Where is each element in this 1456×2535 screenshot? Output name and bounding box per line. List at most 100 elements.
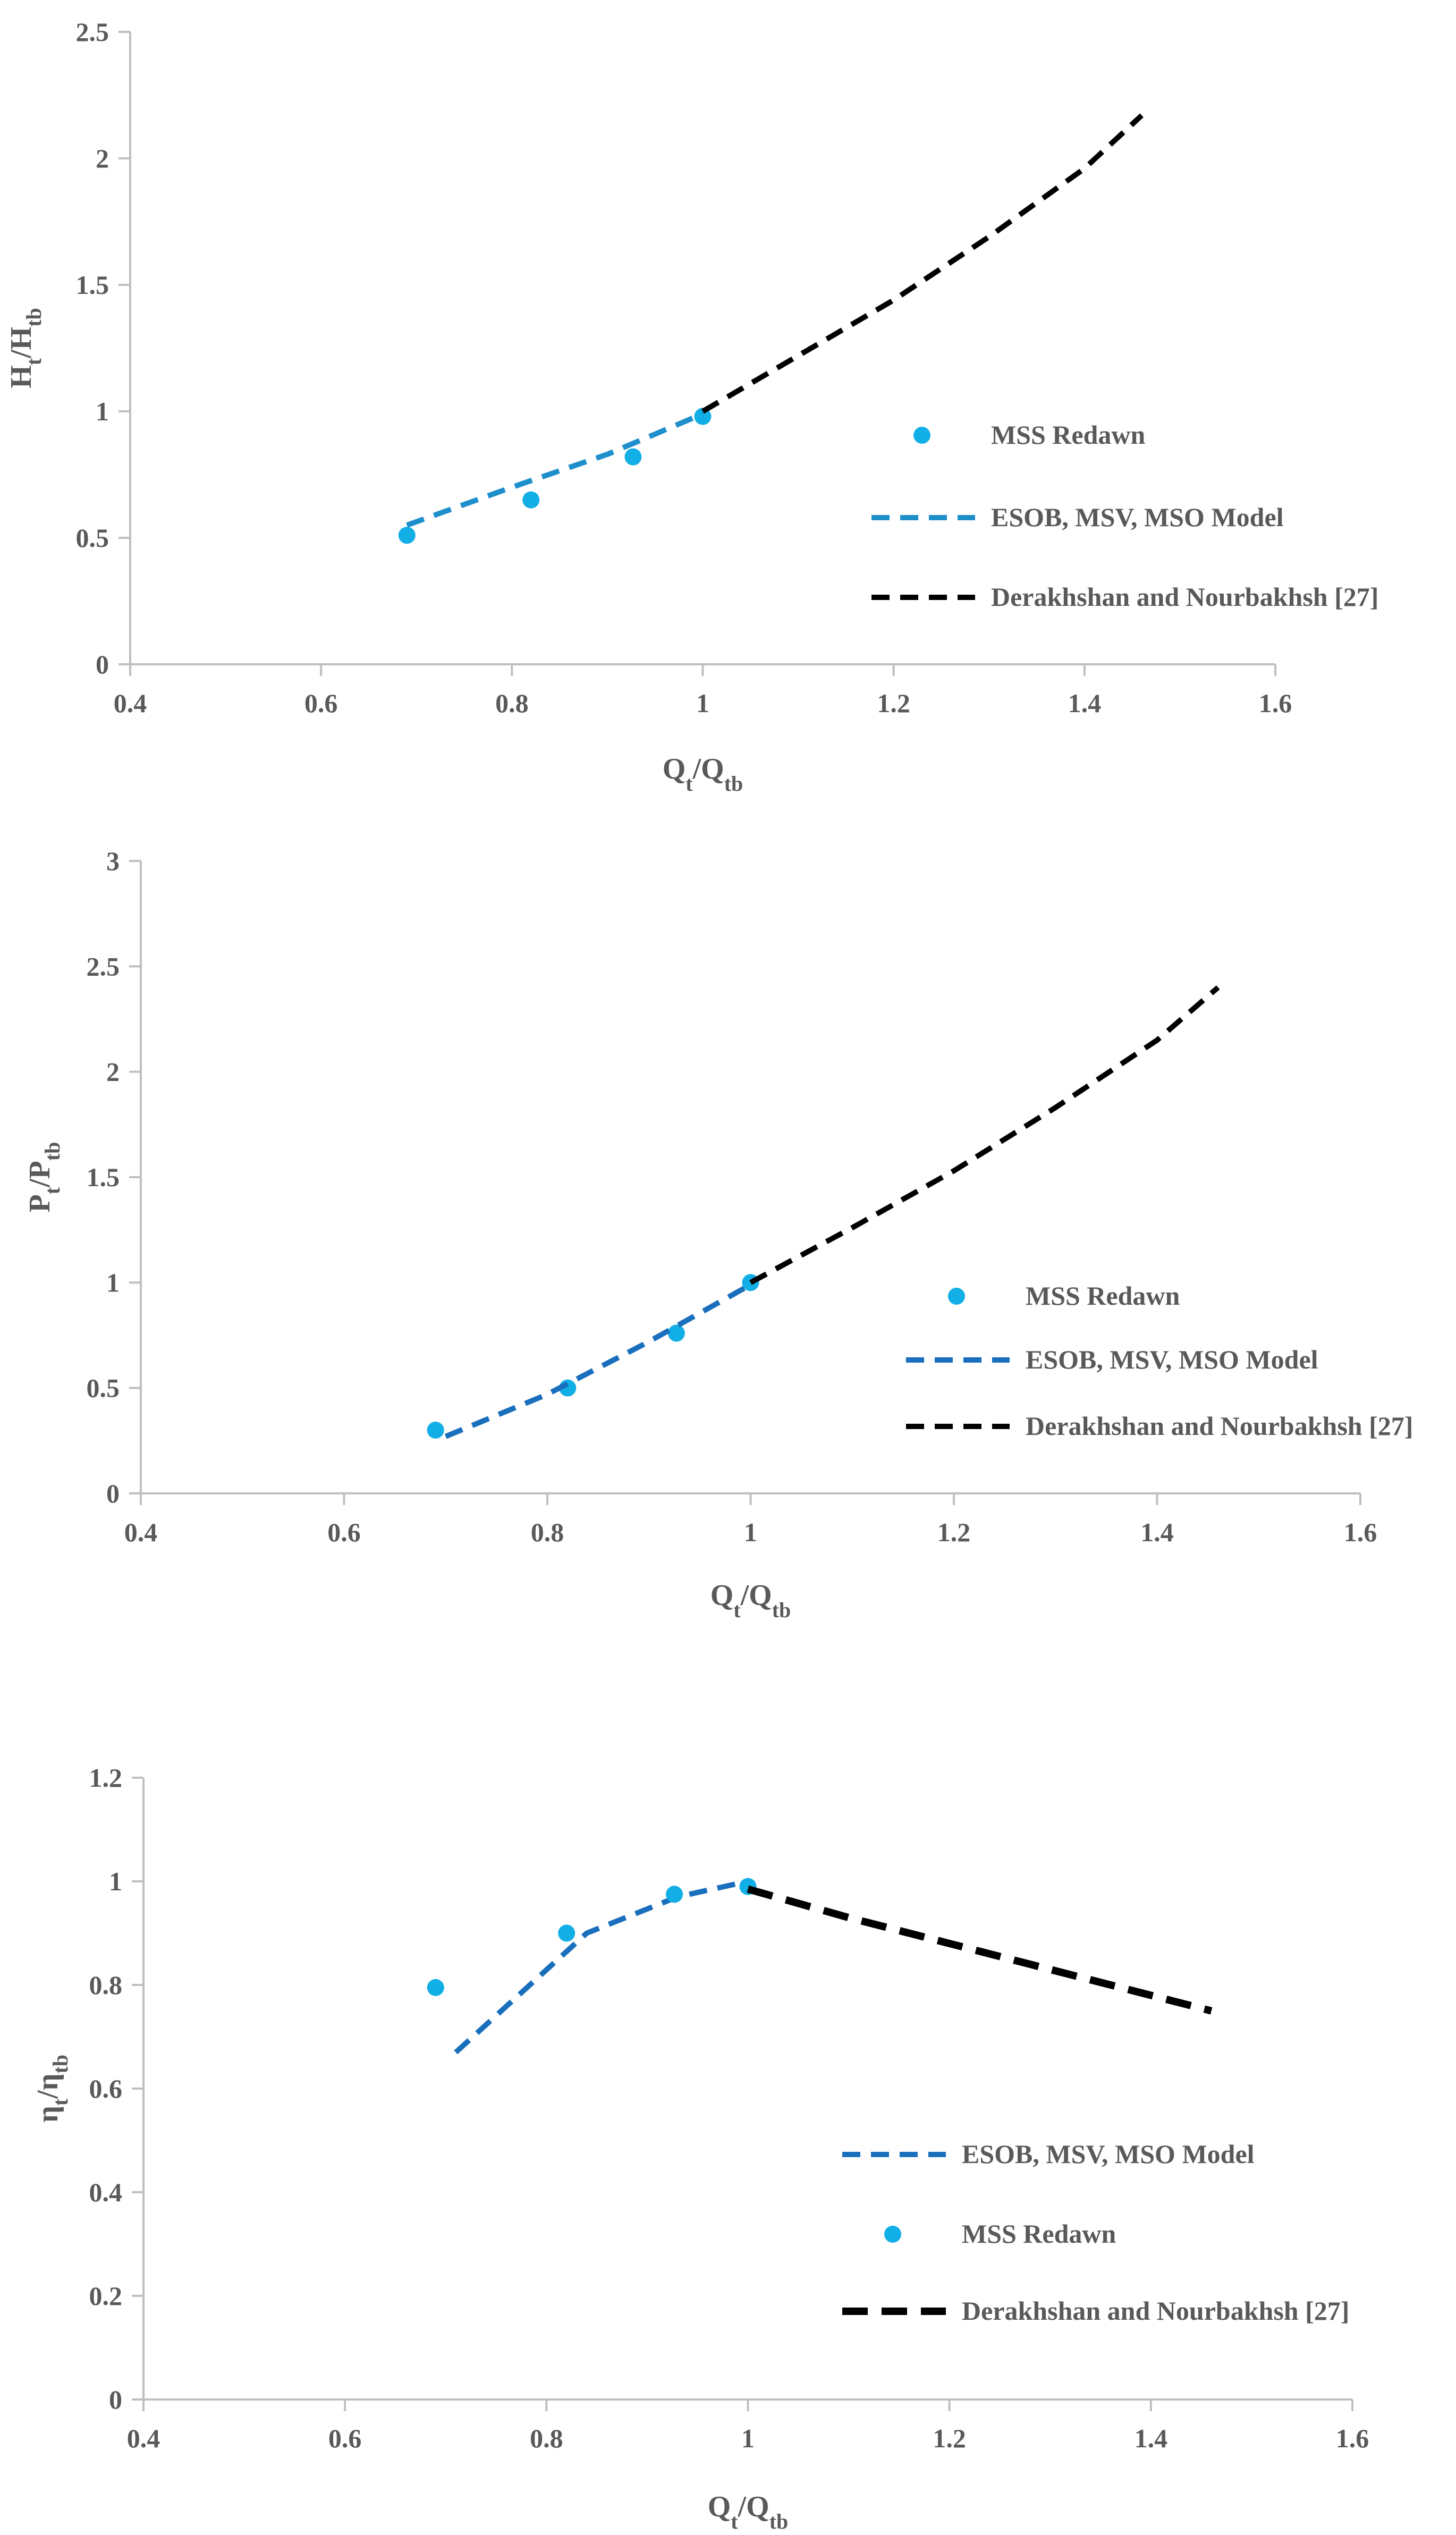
series-derakhshan-and-nourbakhsh-27 [701,113,1144,414]
y-tick-label: 0 [106,1478,120,1508]
series-esob-msv-mso-model [444,1282,752,1439]
x-tick-label: 0.4 [124,1517,158,1547]
series-line [749,985,1220,1285]
legend-marker [913,427,930,444]
legend-item: ESOB, MSV, MSO Model [906,1345,1318,1374]
legend-item: ESOB, MSV, MSO Model [842,2139,1255,2169]
data-point [624,448,642,466]
data-point [558,1924,575,1942]
y-tick-label: 0.8 [89,1970,123,2000]
x-tick-label: 0.8 [495,688,529,718]
x-tick-label: 1.4 [1135,2423,1168,2453]
x-tick-label: 1.6 [1336,2423,1369,2453]
legend-label: ESOB, MSV, MSO Model [991,502,1284,532]
y-tick-label: 1.2 [89,1763,123,1793]
x-tick-label: 0.4 [114,688,147,718]
series-mss-redawn [427,1274,759,1439]
y-tick-label: 1.5 [87,1162,120,1192]
chart-panel-efficiency: 0 0.2 0.4 0.6 0.8 1 1.2 0.4 0.6 0.8 1 1.2 1.4 1.6 Qt/Q… [0,1701,1456,2535]
x-tick-label: 1.6 [1344,1517,1377,1547]
legend-item: MSS Redawn [884,2219,1116,2249]
x-tick-label: 0.8 [531,1517,564,1547]
chart-panel-power: 0 0.5 1 1.5 2 2.5 3 0.4 0.6 0.8 1 1.2 1.4 1.6 Qt/Qtb Pt… [0,829,1456,1658]
head-ratio-chart: 0 0.5 1 1.5 2 2.5 0.4 0.6 0.8 1 1.2 1.4 1.6 Qt/Qtb Ht/… [5,17,1379,796]
legend-item: Derakhshan and Nourbakhsh [27] [871,582,1378,612]
y-tick-label: 1.5 [76,270,109,300]
x-tick-label: 0.8 [530,2423,563,2453]
legend-item: MSS Redawn [913,420,1146,450]
y-tick-label: 2.5 [87,951,120,981]
x-tick-label: 1.2 [933,2423,966,2453]
x-axis-title: Qt/Qtb [663,753,743,796]
legend-label: MSS Redawn [962,2219,1116,2249]
x-tick-label: 0.6 [304,688,338,718]
x-axis-title: Qt/Qtb [710,1579,791,1622]
data-point [694,408,712,425]
data-point [667,1324,685,1342]
y-tick-label: 0.5 [76,523,109,553]
y-tick-label: 0.4 [89,2177,123,2207]
y-tick-label: 0.5 [87,1373,120,1403]
series-line [454,1879,749,2055]
legend: MSS Redawn ESOB, MSV, MSO Model Derakhshan… [906,1281,1413,1441]
legend-marker [948,1288,965,1305]
legend-item: Derakhshan and Nourbakhsh [27] [906,1411,1413,1441]
x-tick-label: 1.6 [1259,688,1292,718]
series-line [406,411,704,528]
y-tick-label: 0 [96,649,109,679]
efficiency-ratio-chart: 0 0.2 0.4 0.6 0.8 1 1.2 0.4 0.6 0.8 1 1.2 1.4 1.6 Qt/Q… [31,1763,1369,2533]
y-axis-title: Pt/Ptb [23,1142,64,1213]
series-line [701,113,1144,414]
legend-label: Derakhshan and Nourbakhsh [27] [1026,1411,1413,1441]
y-tick-label: 0.6 [89,2074,123,2103]
y-tick-label: 0.2 [89,2281,123,2311]
legend-label: Derakhshan and Nourbakhsh [27] [991,582,1378,612]
y-tick-label: 1 [96,396,109,426]
x-tick-label: 0.6 [327,1517,361,1547]
series-line [747,1885,1213,2015]
legend-label: ESOB, MSV, MSO Model [1026,1345,1318,1374]
y-axis-title: Ht/Htb [5,308,46,388]
x-axis-title: Qt/Qtb [708,2490,789,2533]
y-axis-title: ηt/ηtb [31,2055,72,2123]
y-tick-label: 0 [109,2385,122,2414]
power-ratio-chart: 0 0.5 1 1.5 2 2.5 3 0.4 0.6 0.8 1 1.2 1.4 1.6 Qt/Qtb Pt… [23,846,1413,1622]
data-point [666,1886,683,1903]
x-tick-label: 1.2 [937,1517,971,1547]
series-derakhshan-and-nourbakhsh-27 [749,985,1220,1285]
data-point [398,527,416,544]
y-tick-label: 2.5 [76,17,109,47]
y-tick-label: 2 [106,1057,120,1087]
y-tick-label: 1 [109,1866,122,1896]
series-derakhshan-and-nourbakhsh-27 [747,1885,1213,2015]
legend-label: ESOB, MSV, MSO Model [962,2139,1255,2169]
series-mss-redawn [398,408,712,544]
legend-label: MSS Redawn [991,420,1146,450]
series-esob-msv-mso-model [454,1879,749,2055]
x-tick-label: 1.2 [877,688,910,718]
legend: ESOB, MSV, MSO Model MSS Redawn Derakhshan… [842,2139,1349,2326]
legend-marker [884,2226,901,2243]
x-tick-label: 1 [696,688,709,718]
series-mss-redawn [427,1878,757,1996]
data-point [427,1422,444,1439]
data-point [427,1979,444,1996]
series-esob-msv-mso-model [406,411,704,528]
x-tick-label: 0.4 [127,2423,160,2453]
x-tick-label: 1.4 [1068,688,1102,718]
legend: MSS Redawn ESOB, MSV, MSO Model Derakhshan… [871,420,1378,612]
legend-label: MSS Redawn [1026,1281,1180,1311]
y-tick-label: 1 [106,1268,120,1297]
legend-item: Derakhshan and Nourbakhsh [27] [842,2296,1349,2326]
legend-label: Derakhshan and Nourbakhsh [27] [962,2296,1349,2326]
x-tick-label: 0.6 [328,2423,362,2453]
x-tick-label: 1 [741,2423,755,2453]
x-tick-label: 1 [744,1517,757,1547]
x-tick-label: 1.4 [1140,1517,1174,1547]
y-tick-label: 2 [96,143,109,173]
series-line [444,1282,752,1439]
legend-item: MSS Redawn [948,1281,1180,1311]
legend-item: ESOB, MSV, MSO Model [871,502,1284,532]
y-tick-label: 3 [106,846,120,876]
data-point [522,491,540,509]
